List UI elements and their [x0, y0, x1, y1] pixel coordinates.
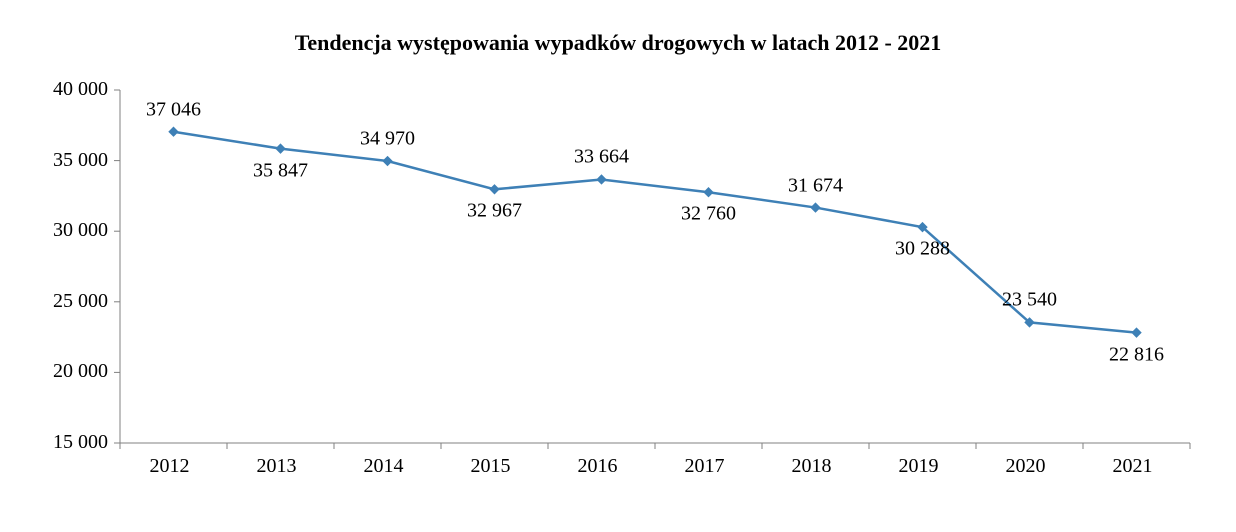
y-axis-tick-label: 35 000 [53, 149, 108, 172]
y-axis-tick-label: 30 000 [53, 219, 108, 242]
x-axis-tick-label: 2020 [1006, 455, 1046, 478]
data-point-label: 31 674 [788, 174, 843, 197]
data-point-label: 35 847 [253, 159, 308, 182]
data-point-label: 33 664 [574, 146, 629, 169]
x-axis-tick-label: 2019 [899, 455, 939, 478]
x-axis-tick-label: 2013 [257, 455, 297, 478]
x-axis-tick-label: 2015 [471, 455, 511, 478]
x-axis-tick-label: 2017 [685, 455, 725, 478]
y-axis-tick-label: 40 000 [53, 78, 108, 101]
y-axis-tick-label: 15 000 [53, 431, 108, 454]
y-axis-tick-label: 20 000 [53, 360, 108, 383]
chart-plot-area [0, 0, 1236, 532]
x-axis-tick-label: 2018 [792, 455, 832, 478]
data-point-label: 34 970 [360, 128, 415, 151]
data-point-label: 30 288 [895, 238, 950, 261]
x-axis-tick-label: 2016 [578, 455, 618, 478]
data-point-label: 23 540 [1002, 289, 1057, 312]
line-chart: Tendencja występowania wypadków drogowyc… [0, 0, 1236, 532]
x-axis-tick-label: 2021 [1113, 455, 1153, 478]
data-point-label: 32 967 [467, 200, 522, 223]
data-point-label: 22 816 [1109, 343, 1164, 366]
x-axis-tick-label: 2014 [364, 455, 404, 478]
x-axis-tick-label: 2012 [150, 455, 190, 478]
chart-title: Tendencja występowania wypadków drogowyc… [0, 30, 1236, 56]
data-point-label: 37 046 [146, 98, 201, 121]
y-axis-tick-label: 25 000 [53, 290, 108, 313]
data-point-label: 32 760 [681, 203, 736, 226]
